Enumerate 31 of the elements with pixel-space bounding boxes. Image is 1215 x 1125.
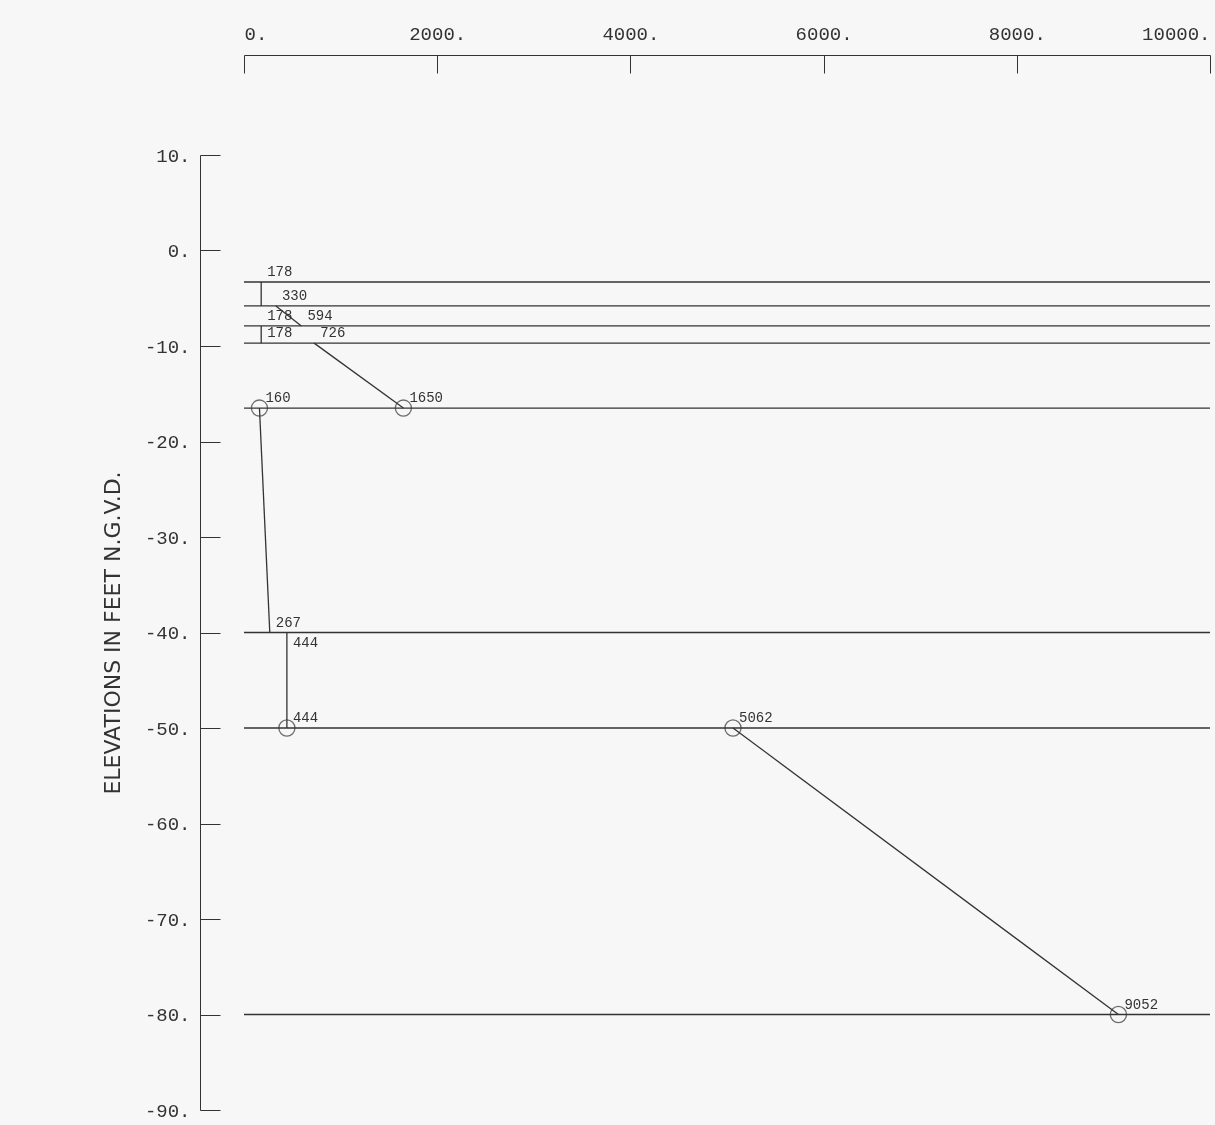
y-tick-label: -10.	[144, 336, 191, 359]
y-tick-label: -80.	[144, 1005, 191, 1027]
annotation: 5062	[738, 710, 773, 726]
y-tick-label: -30.	[144, 527, 191, 550]
x-tick-label: 6000.	[795, 23, 853, 46]
annotation: 178	[267, 264, 293, 281]
annotation: 330	[281, 287, 308, 304]
y-tick-label: -90.	[144, 1100, 191, 1123]
y-tick-label: 0.	[167, 241, 191, 263]
annotation: 178	[267, 325, 293, 342]
x-tick-label: 0.	[244, 23, 268, 46]
y-tick-label: -40.	[144, 623, 191, 645]
annotation: 444	[292, 710, 319, 726]
y-axis-title: ELEVATIONS IN FEET N.G.V.D.	[99, 471, 125, 795]
x-tick-label: 8000.	[988, 23, 1046, 46]
y-tick-label: -60.	[144, 814, 191, 836]
x-tick-label: 2000.	[409, 23, 467, 46]
annotation: 594	[307, 307, 333, 324]
annotation: 178	[267, 307, 293, 324]
y-tick-label: 10.	[156, 145, 191, 168]
annotation: 267	[275, 614, 302, 631]
y-tick-label: -50.	[144, 718, 191, 741]
x-tick-label: 4000.	[602, 23, 660, 46]
annotation: 1650	[409, 390, 443, 407]
annotation: 160	[265, 390, 291, 407]
annotation: 726	[320, 325, 346, 342]
y-tick-label: -20.	[144, 432, 191, 454]
annotation: 444	[292, 634, 319, 651]
annotation: 9052	[1124, 996, 1159, 1013]
y-tick-label: -70.	[144, 909, 191, 932]
x-tick-label: 10000.	[1142, 23, 1211, 46]
